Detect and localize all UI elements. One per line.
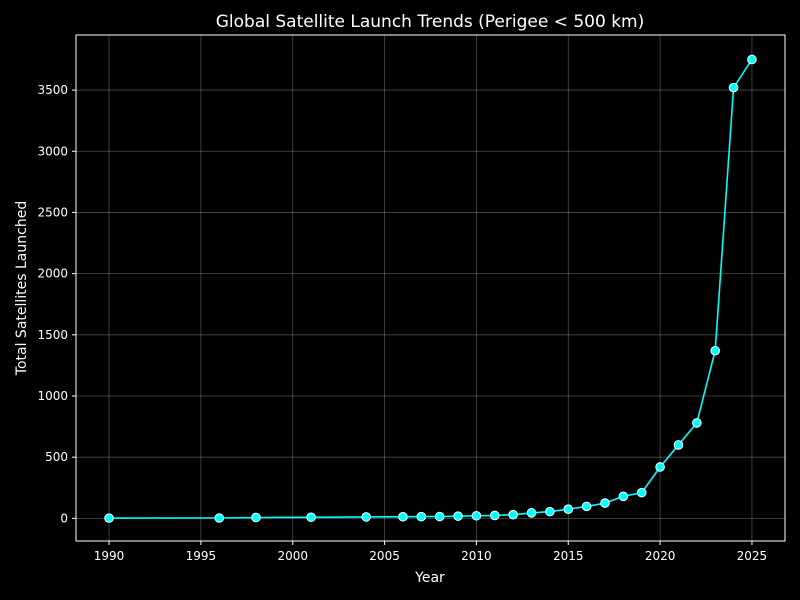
data-point [214, 513, 225, 523]
data-point [636, 487, 647, 498]
x-axis-title: Year [414, 570, 445, 586]
x-tick-label: 2005 [369, 549, 400, 563]
axis-ticks: 1990 1995 2000 2005 2010 2015 2020 2025 0 500 1000… [37, 83, 767, 563]
x-tick-label: 2020 [645, 549, 676, 563]
data-point [673, 440, 684, 450]
data-point [104, 513, 114, 523]
data-point [306, 512, 316, 523]
x-tick-label: 2025 [737, 549, 768, 563]
data-point [251, 512, 261, 523]
y-tick-label: 0 [60, 511, 68, 525]
data-point [710, 345, 721, 356]
x-tick-label: 2015 [553, 549, 584, 563]
data-point [508, 509, 518, 520]
data-point [728, 82, 739, 93]
data-point [563, 504, 574, 514]
data-point [398, 511, 408, 522]
y-tick-label: 2500 [37, 205, 68, 219]
plot-area-frame [75, 34, 786, 542]
data-point [453, 511, 463, 521]
y-tick-label: 3000 [37, 144, 68, 158]
data-point [747, 54, 757, 65]
data-point [471, 510, 482, 521]
y-axis-title: Total Satellites Launched [14, 201, 30, 376]
data-point [361, 512, 372, 522]
data-point [526, 508, 537, 518]
data-point [434, 511, 445, 522]
x-tick-label: 1995 [186, 549, 217, 563]
data-point [581, 501, 592, 512]
y-tick-label: 1000 [37, 389, 68, 403]
y-tick-label: 2000 [37, 267, 68, 281]
data-point [655, 462, 665, 472]
data-point [618, 491, 629, 502]
x-tick-label: 2000 [277, 549, 308, 563]
data-point [692, 418, 702, 428]
y-tick-label: 1500 [37, 328, 68, 342]
y-tick-label: 500 [45, 450, 68, 464]
y-tick-label: 3500 [37, 83, 68, 97]
x-tick-label: 1990 [94, 549, 125, 563]
chart-title: Global Satellite Launch Trends (Perigee … [216, 12, 645, 32]
data-point [545, 506, 555, 517]
series [104, 54, 757, 523]
data-point [600, 498, 610, 508]
x-tick-label: 2010 [461, 549, 492, 563]
data-point [489, 510, 500, 521]
data-point [416, 511, 427, 522]
